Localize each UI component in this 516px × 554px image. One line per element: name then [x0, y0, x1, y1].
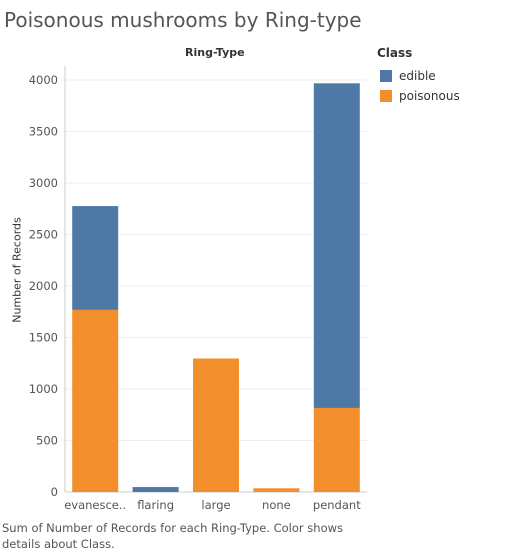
bar-large-poisonous: [193, 358, 239, 492]
y-tick-label-2000: 2000: [29, 279, 58, 293]
y-tick-label-2500: 2500: [29, 228, 58, 242]
y-tick-label-1500: 1500: [29, 331, 58, 345]
x-axis-title: Ring-Type: [185, 46, 245, 59]
x-tick-label-evanesce: evanesce..: [64, 498, 126, 512]
x-tick-label-none: none: [262, 498, 291, 512]
legend-label-poisonous: poisonous: [399, 89, 460, 103]
legend-label-edible: edible: [399, 69, 436, 83]
x-tick-label-large: large: [201, 498, 230, 512]
bar-pendant-edible: [313, 83, 360, 408]
legend: Class edible poisonous: [377, 46, 460, 106]
y-tick-label-1000: 1000: [29, 382, 58, 396]
bar-flaring-edible: [132, 487, 179, 492]
y-tick-label-500: 500: [36, 434, 58, 448]
x-tick-label-flaring: flaring: [137, 498, 174, 512]
chart-title: Poisonous mushrooms by Ring-type: [4, 8, 362, 32]
legend-swatch-edible: [380, 70, 392, 82]
bar-pendant-poisonous: [313, 407, 360, 492]
chart-caption: Sum of Number of Records for each Ring-T…: [2, 521, 344, 551]
bar-evanesce-poisonous: [72, 309, 119, 492]
legend-title: Class: [377, 46, 413, 60]
bar-evanesce-edible: [72, 206, 119, 310]
y-tick-label-3000: 3000: [29, 176, 58, 190]
y-tick-label-3500: 3500: [29, 125, 58, 139]
legend-swatch-poisonous: [380, 90, 392, 102]
y-tick-label-4000: 4000: [29, 73, 58, 87]
legend-item-poisonous[interactable]: poisonous: [377, 86, 460, 106]
legend-item-edible[interactable]: edible: [377, 66, 460, 86]
x-tick-label-pendant: pendant: [313, 498, 361, 512]
bar-none-poisonous: [253, 488, 300, 492]
y-tick-label-0: 0: [51, 485, 58, 499]
